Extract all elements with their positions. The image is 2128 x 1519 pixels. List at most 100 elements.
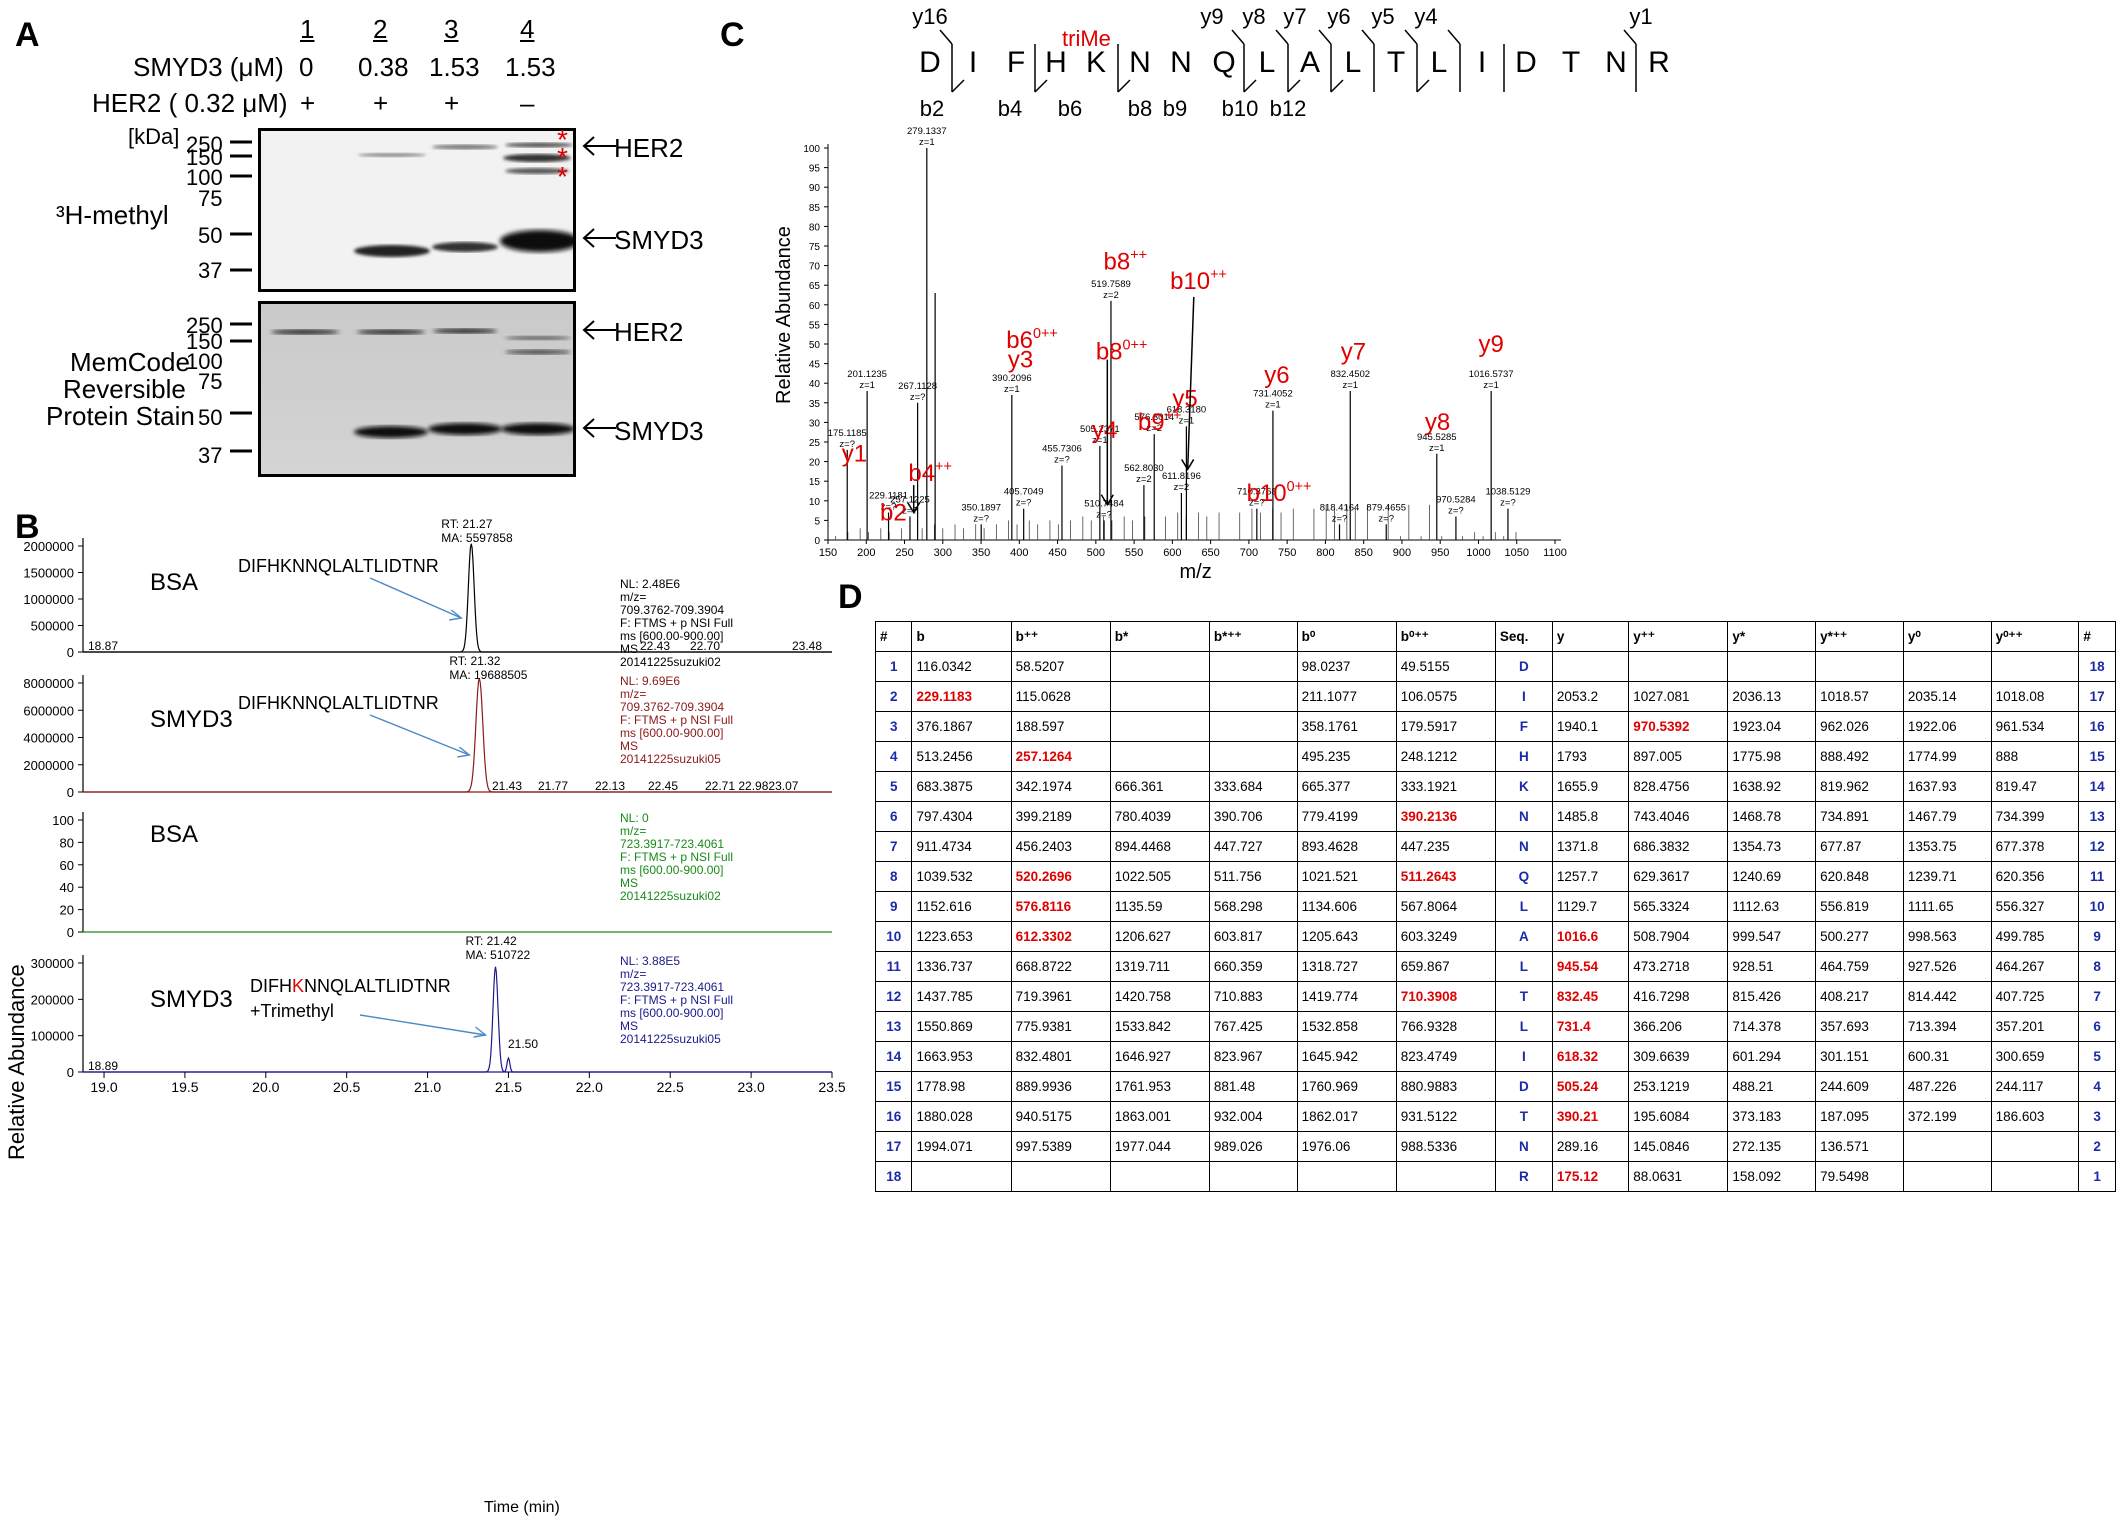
table-cell: 828.4756 [1628, 771, 1729, 802]
lane-4-label: 4 [520, 14, 535, 44]
table-column-header: y⁰⁺⁺ [1990, 621, 2080, 652]
table-column-header: y⁰ [1902, 621, 1992, 652]
table-cell: 932.004 [1208, 1101, 1298, 1132]
scan-info-line: NL: 9.69E6 [620, 674, 680, 688]
table-cell: 229.1183 [911, 681, 1012, 712]
peak-charge-label: z=? [1500, 498, 1516, 509]
table-cell: 1655.9 [1551, 771, 1630, 802]
table-cell: 660.359 [1208, 951, 1298, 982]
table-cell: 931.5122 [1395, 1101, 1496, 1132]
table-cell [1208, 681, 1298, 712]
spec-xtick-label: 900 [1393, 547, 1411, 559]
ion-annotation: b100++ [1247, 479, 1312, 507]
table-cell: T [1494, 981, 1553, 1012]
spec-xtick-label: 1050 [1504, 547, 1528, 559]
table-cell: 767.425 [1208, 1011, 1298, 1042]
table-cell: 464.267 [1990, 951, 2080, 982]
peak-charge-label: z=? [1096, 509, 1112, 520]
table-cell: I [1494, 1041, 1553, 1072]
rt-annotation: 21.77 [538, 779, 568, 793]
table-cell: N [1494, 801, 1553, 832]
scan-info-line: NL: 3.88E5 [620, 954, 680, 968]
table-cell [1208, 741, 1298, 772]
spec-xtick-label: 1000 [1466, 547, 1490, 559]
table-cell [1902, 1161, 1992, 1192]
table-cell [1990, 1131, 2080, 1162]
table-cell: 1240.69 [1727, 861, 1817, 892]
table-cell: 734.891 [1815, 801, 1904, 832]
table-cell: 18 [874, 1161, 913, 1192]
table-cell: 195.6084 [1628, 1101, 1729, 1132]
table-cell: 775.9381 [1010, 1011, 1111, 1042]
ion-annotation: b80++ [1096, 338, 1148, 366]
table-row: 17 1994.071 997.5389 1977.044 989.026 1976.06… [874, 1131, 2116, 1162]
sequence-residue: N [1170, 46, 1192, 79]
table-cell: 11 [874, 951, 913, 982]
peak-charge-label: z=? [881, 502, 897, 513]
ion-annotation: y7 [1341, 339, 1366, 366]
lane-2-label: 2 [373, 14, 388, 44]
table-cell: A [1494, 921, 1553, 952]
rt-annotation: 22.13 [595, 779, 625, 793]
table-cell: 556.327 [1990, 891, 2080, 922]
tritium-methyl-label: ³H-methyl [56, 200, 169, 230]
table-cell: 333.684 [1208, 771, 1298, 802]
scan-info-line: m/z= [620, 967, 646, 981]
lane-1-label: 1 [300, 14, 315, 44]
table-cell: 366.206 [1628, 1011, 1729, 1042]
table-cell: 988.5336 [1395, 1131, 1496, 1162]
table-cell [1208, 711, 1298, 742]
ma-label: MA: 19688505 [449, 668, 527, 682]
chrom-xtick-label: 22.5 [657, 1079, 684, 1095]
table-cell: 376.1867 [911, 711, 1012, 742]
table-cell: 8 [874, 861, 913, 892]
scan-info-line: 20141225suzuki02 [620, 655, 721, 669]
scan-info-line: F: FTMS + p NSI Full [620, 993, 733, 1007]
table-cell: 823.967 [1208, 1041, 1298, 1072]
sample-name: SMYD3 [150, 706, 233, 733]
sequence-residue: I [969, 46, 977, 79]
ion-annotation: y1 [842, 441, 867, 468]
chrom-xtick-label: 19.5 [171, 1079, 198, 1095]
spectrum-plot: 0 5 10 15 20 25 30 35 40 45 50 55 60 65 70 75 80 85 90 95 10… [773, 126, 1567, 583]
her2-value-1: + [300, 88, 316, 118]
table-cell: 1420.758 [1109, 981, 1210, 1012]
table-cell: 823.4749 [1395, 1041, 1496, 1072]
table-cell: 513.2456 [911, 741, 1012, 772]
peak-charge-label: z=? [1448, 505, 1464, 516]
spec-ytick-label: 100 [803, 144, 820, 155]
table-row: 3 376.1867 188.597 358.1761 179.5917 F 1940.1 9… [874, 711, 2116, 742]
table-cell: 473.2718 [1628, 951, 1729, 982]
table-cell: 888.492 [1815, 741, 1904, 772]
spec-ytick-label: 0 [814, 536, 820, 547]
table-cell: 819.47 [1990, 771, 2080, 802]
rt-label: RT: 21.32 [449, 654, 500, 668]
table-cell [1208, 1161, 1298, 1192]
spec-ytick-label: 80 [809, 222, 821, 233]
b-ion-label: b10 [1222, 96, 1259, 121]
table-cell: 731.4 [1551, 1011, 1630, 1042]
table-cell [1395, 1161, 1496, 1192]
table-cell [1010, 1161, 1111, 1192]
peak-charge-label: z=1 [1265, 400, 1281, 411]
peak-charge-label: z=1 [1092, 435, 1108, 446]
autoradiograph-bands [261, 131, 573, 289]
table-cell: 16 [874, 1101, 913, 1132]
chrom-xtick-label: 19.0 [90, 1079, 117, 1095]
table-cell [1990, 1161, 2080, 1192]
chrom-ytick-label: 300000 [31, 956, 74, 971]
chromatogram-trace [83, 678, 832, 793]
peak-charge-label: z=? [1016, 498, 1032, 509]
rt-annotation: 18.87 [88, 639, 118, 653]
sequence-residue: L [1345, 46, 1362, 79]
band-lane2-smyd3 [354, 245, 430, 257]
table-cell: 714.378 [1727, 1011, 1817, 1042]
spec-ytick-label: 20 [809, 458, 821, 469]
spec-xtick-label: 250 [895, 547, 913, 559]
table-cell: 2053.2 [1551, 681, 1630, 712]
table-cell: 911.4734 [911, 831, 1012, 862]
spec-xtick-label: 300 [934, 547, 952, 559]
table-cell: 289.16 [1551, 1131, 1630, 1162]
table-cell: 686.3832 [1628, 831, 1729, 862]
table-cell: 6 [2078, 1011, 2116, 1042]
